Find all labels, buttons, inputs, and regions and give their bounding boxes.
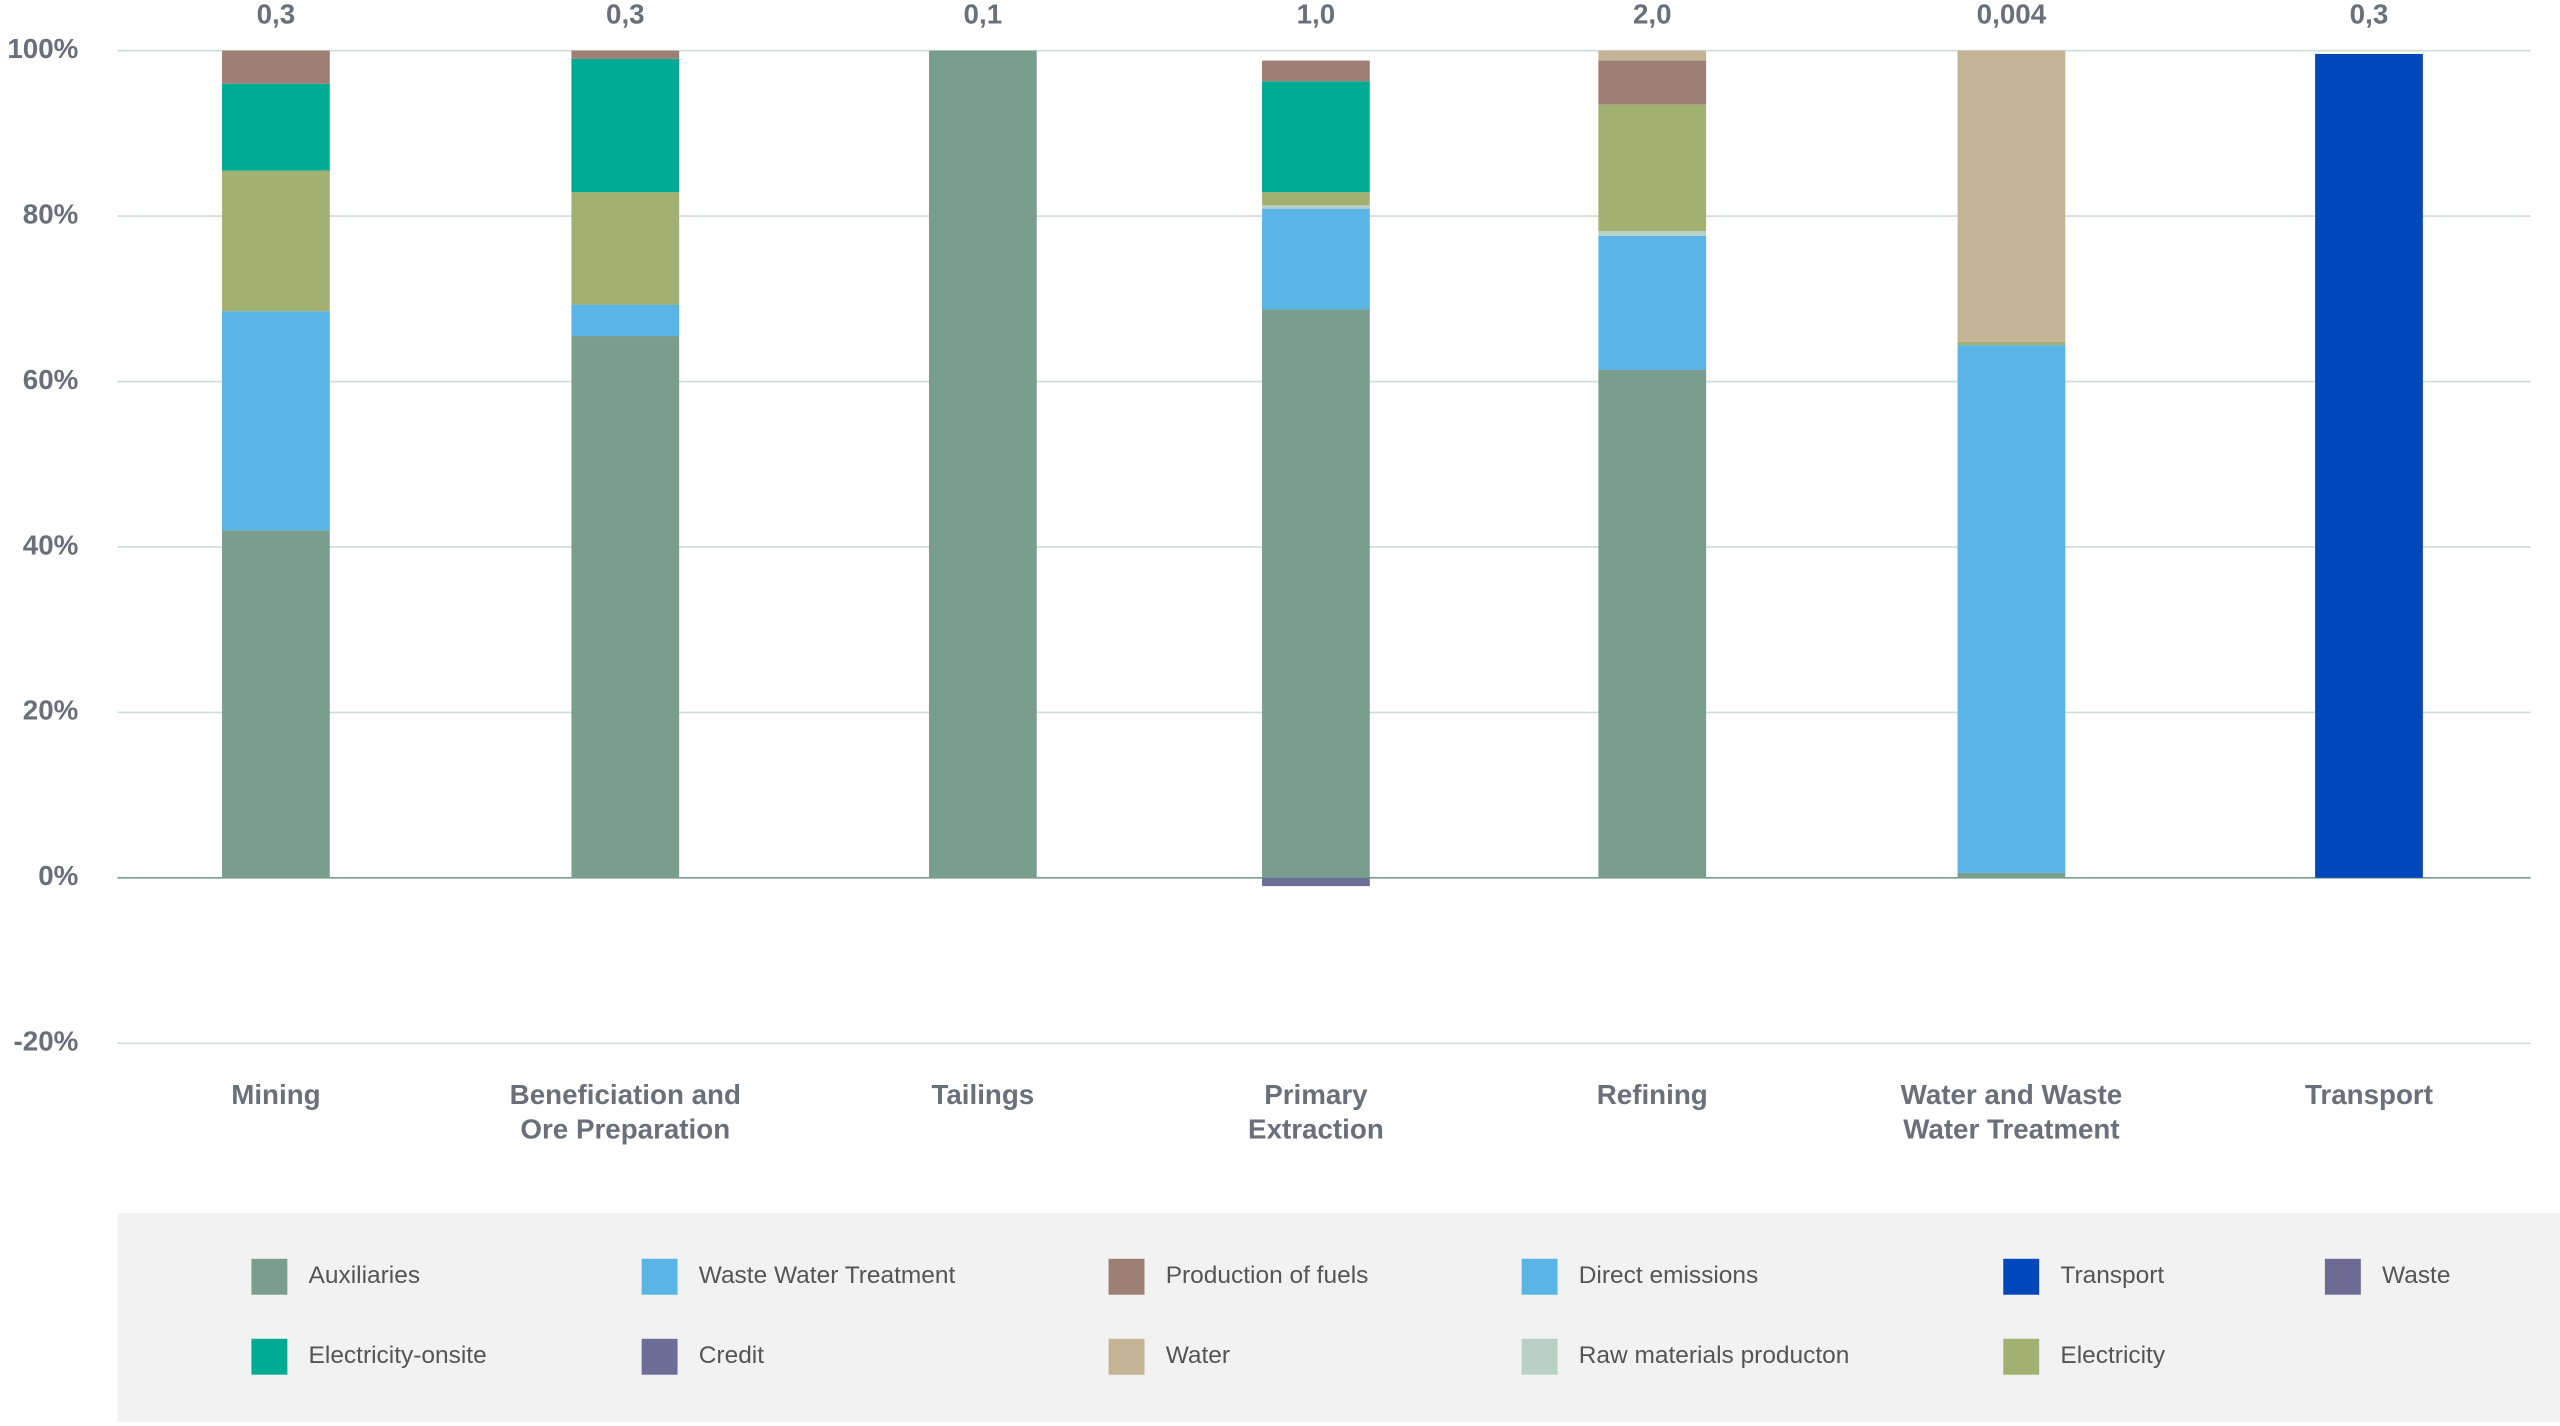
legend-label: Electricity-onsite — [309, 1342, 487, 1369]
x-tick-label: Mining — [231, 1079, 320, 1110]
legend-label: Direct emissions — [1579, 1262, 1758, 1289]
bar-segment — [1262, 205, 1370, 209]
bar-segment — [1262, 60, 1370, 82]
bar-segment — [1598, 60, 1707, 105]
legend-label: Waste Water Treatment — [699, 1262, 956, 1289]
y-tick-label: 40% — [23, 529, 79, 560]
bar-segment — [222, 311, 330, 531]
total-label: 0,3 — [257, 0, 296, 30]
bar-segment — [571, 304, 680, 337]
legend-swatch — [641, 1338, 678, 1375]
bar-segment — [1262, 309, 1370, 878]
bar-segment — [2315, 53, 2423, 878]
legend-label: Auxiliaries — [309, 1262, 421, 1289]
legend-swatch — [1108, 1258, 1145, 1295]
bar-segment — [1262, 208, 1370, 310]
bar-segment — [1598, 50, 1707, 61]
bar-segment — [1598, 369, 1707, 878]
bar-segment — [571, 192, 680, 305]
bar-segment — [928, 50, 1037, 878]
y-tick-label: 20% — [23, 695, 79, 726]
bar-segment — [222, 50, 330, 84]
x-tick-label: Tailings — [931, 1079, 1034, 1110]
bar-segment — [571, 336, 680, 878]
y-tick-label: 0% — [38, 860, 78, 891]
legend-swatch — [641, 1258, 678, 1295]
total-label: 0,004 — [1977, 0, 2047, 30]
bar-segment — [571, 58, 680, 193]
legend-label: Transport — [2060, 1262, 2164, 1289]
bar-segment — [1262, 192, 1370, 206]
y-tick-label: 100% — [7, 33, 78, 64]
bar-segment — [1262, 877, 1370, 887]
bar-segment — [1598, 230, 1707, 236]
bar-segment — [571, 50, 680, 59]
bar-segment — [1957, 341, 2066, 346]
bar-segment — [1598, 235, 1707, 370]
x-tick-label: Beneficiation and Ore Preparation — [510, 1079, 741, 1144]
bar-segment — [1262, 81, 1370, 193]
bar-segment — [222, 83, 330, 171]
legend-label: Electricity — [2060, 1342, 2165, 1369]
legend-label: Raw materials producton — [1579, 1342, 1850, 1369]
legend-swatch — [251, 1258, 288, 1295]
legend-background — [117, 1213, 2560, 1423]
legend-swatch — [2324, 1258, 2361, 1295]
legend-swatch — [1521, 1338, 1558, 1375]
y-tick-label: 80% — [23, 198, 79, 229]
bar-segment — [1957, 872, 2066, 878]
bar-segment — [1957, 345, 2066, 873]
x-tick-label: Transport — [2305, 1079, 2433, 1110]
legend-label: Credit — [699, 1342, 764, 1369]
total-label: 0,3 — [2350, 0, 2389, 30]
bar-segment — [222, 530, 330, 878]
x-tick-label: Primary Extraction — [1248, 1079, 1384, 1144]
y-tick-label: 60% — [23, 364, 79, 395]
bar-segment — [222, 170, 330, 312]
legend-label: Production of fuels — [1166, 1262, 1369, 1289]
bar-segment — [1598, 104, 1707, 231]
legend-swatch — [251, 1338, 288, 1375]
legend-label: Waste — [2382, 1262, 2450, 1289]
legend-swatch — [1521, 1258, 1558, 1295]
y-tick-label: -20% — [14, 1026, 79, 1057]
total-label: 1,0 — [1297, 0, 1336, 30]
total-label: 0,1 — [964, 0, 1003, 30]
x-tick-label: Water and Waste Water Treatment — [1901, 1079, 2123, 1144]
legend-swatch — [2003, 1338, 2040, 1375]
bar-segment — [1957, 50, 2066, 342]
legend-swatch — [2003, 1258, 2040, 1295]
legend-label: Water — [1166, 1342, 1230, 1369]
total-label: 0,3 — [606, 0, 645, 30]
x-tick-label: Refining — [1597, 1079, 1708, 1110]
legend-swatch — [1108, 1338, 1145, 1375]
total-label: 2,0 — [1633, 0, 1672, 30]
